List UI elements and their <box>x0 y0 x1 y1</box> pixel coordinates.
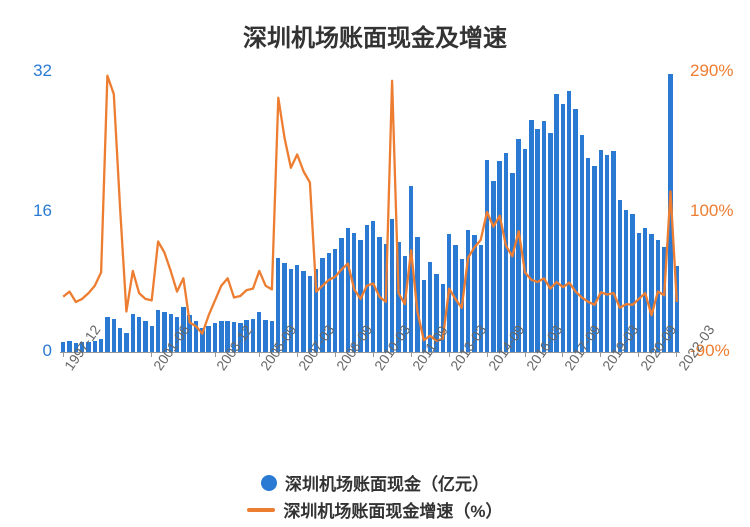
x-tick-mark <box>487 352 488 357</box>
plot-area <box>60 72 680 352</box>
x-tick-mark <box>259 352 260 357</box>
yright-tick: 100% <box>690 201 733 221</box>
legend-dot-icon <box>261 475 277 491</box>
x-tick-mark <box>449 352 450 357</box>
legend-bars: 深圳机场账面现金（亿元） <box>0 470 750 495</box>
x-tick-mark <box>297 352 298 357</box>
legend-line-icon <box>247 508 275 512</box>
x-tick-mark <box>676 352 677 357</box>
x-tick-mark <box>562 352 563 357</box>
yleft-tick: 16 <box>33 201 52 221</box>
x-tick-mark <box>63 352 64 357</box>
legend-line-label: 深圳机场账面现金增速（%） <box>283 497 502 522</box>
yright-tick: 290% <box>690 61 733 81</box>
yleft-tick: 32 <box>33 61 52 81</box>
legend-bars-label: 深圳机场账面现金（亿元） <box>285 470 489 495</box>
chart-title: 深圳机场账面现金及增速 <box>0 18 750 53</box>
chart-container: { "title": {"text":"深圳机场账面现金及增速","fontsi… <box>0 0 750 527</box>
x-tick-mark <box>151 352 152 357</box>
x-tick-mark <box>335 352 336 357</box>
x-tick-mark <box>411 352 412 357</box>
x-tick-mark <box>600 352 601 357</box>
yleft-tick: 0 <box>43 341 52 361</box>
x-tick-mark <box>525 352 526 357</box>
legend-line: 深圳机场账面现金增速（%） <box>0 497 750 522</box>
x-tick-mark <box>638 352 639 357</box>
x-tick-mark <box>215 352 216 357</box>
x-tick-mark <box>373 352 374 357</box>
legend: 深圳机场账面现金（亿元） 深圳机场账面现金增速（%） <box>0 468 750 524</box>
line-series <box>60 72 680 352</box>
